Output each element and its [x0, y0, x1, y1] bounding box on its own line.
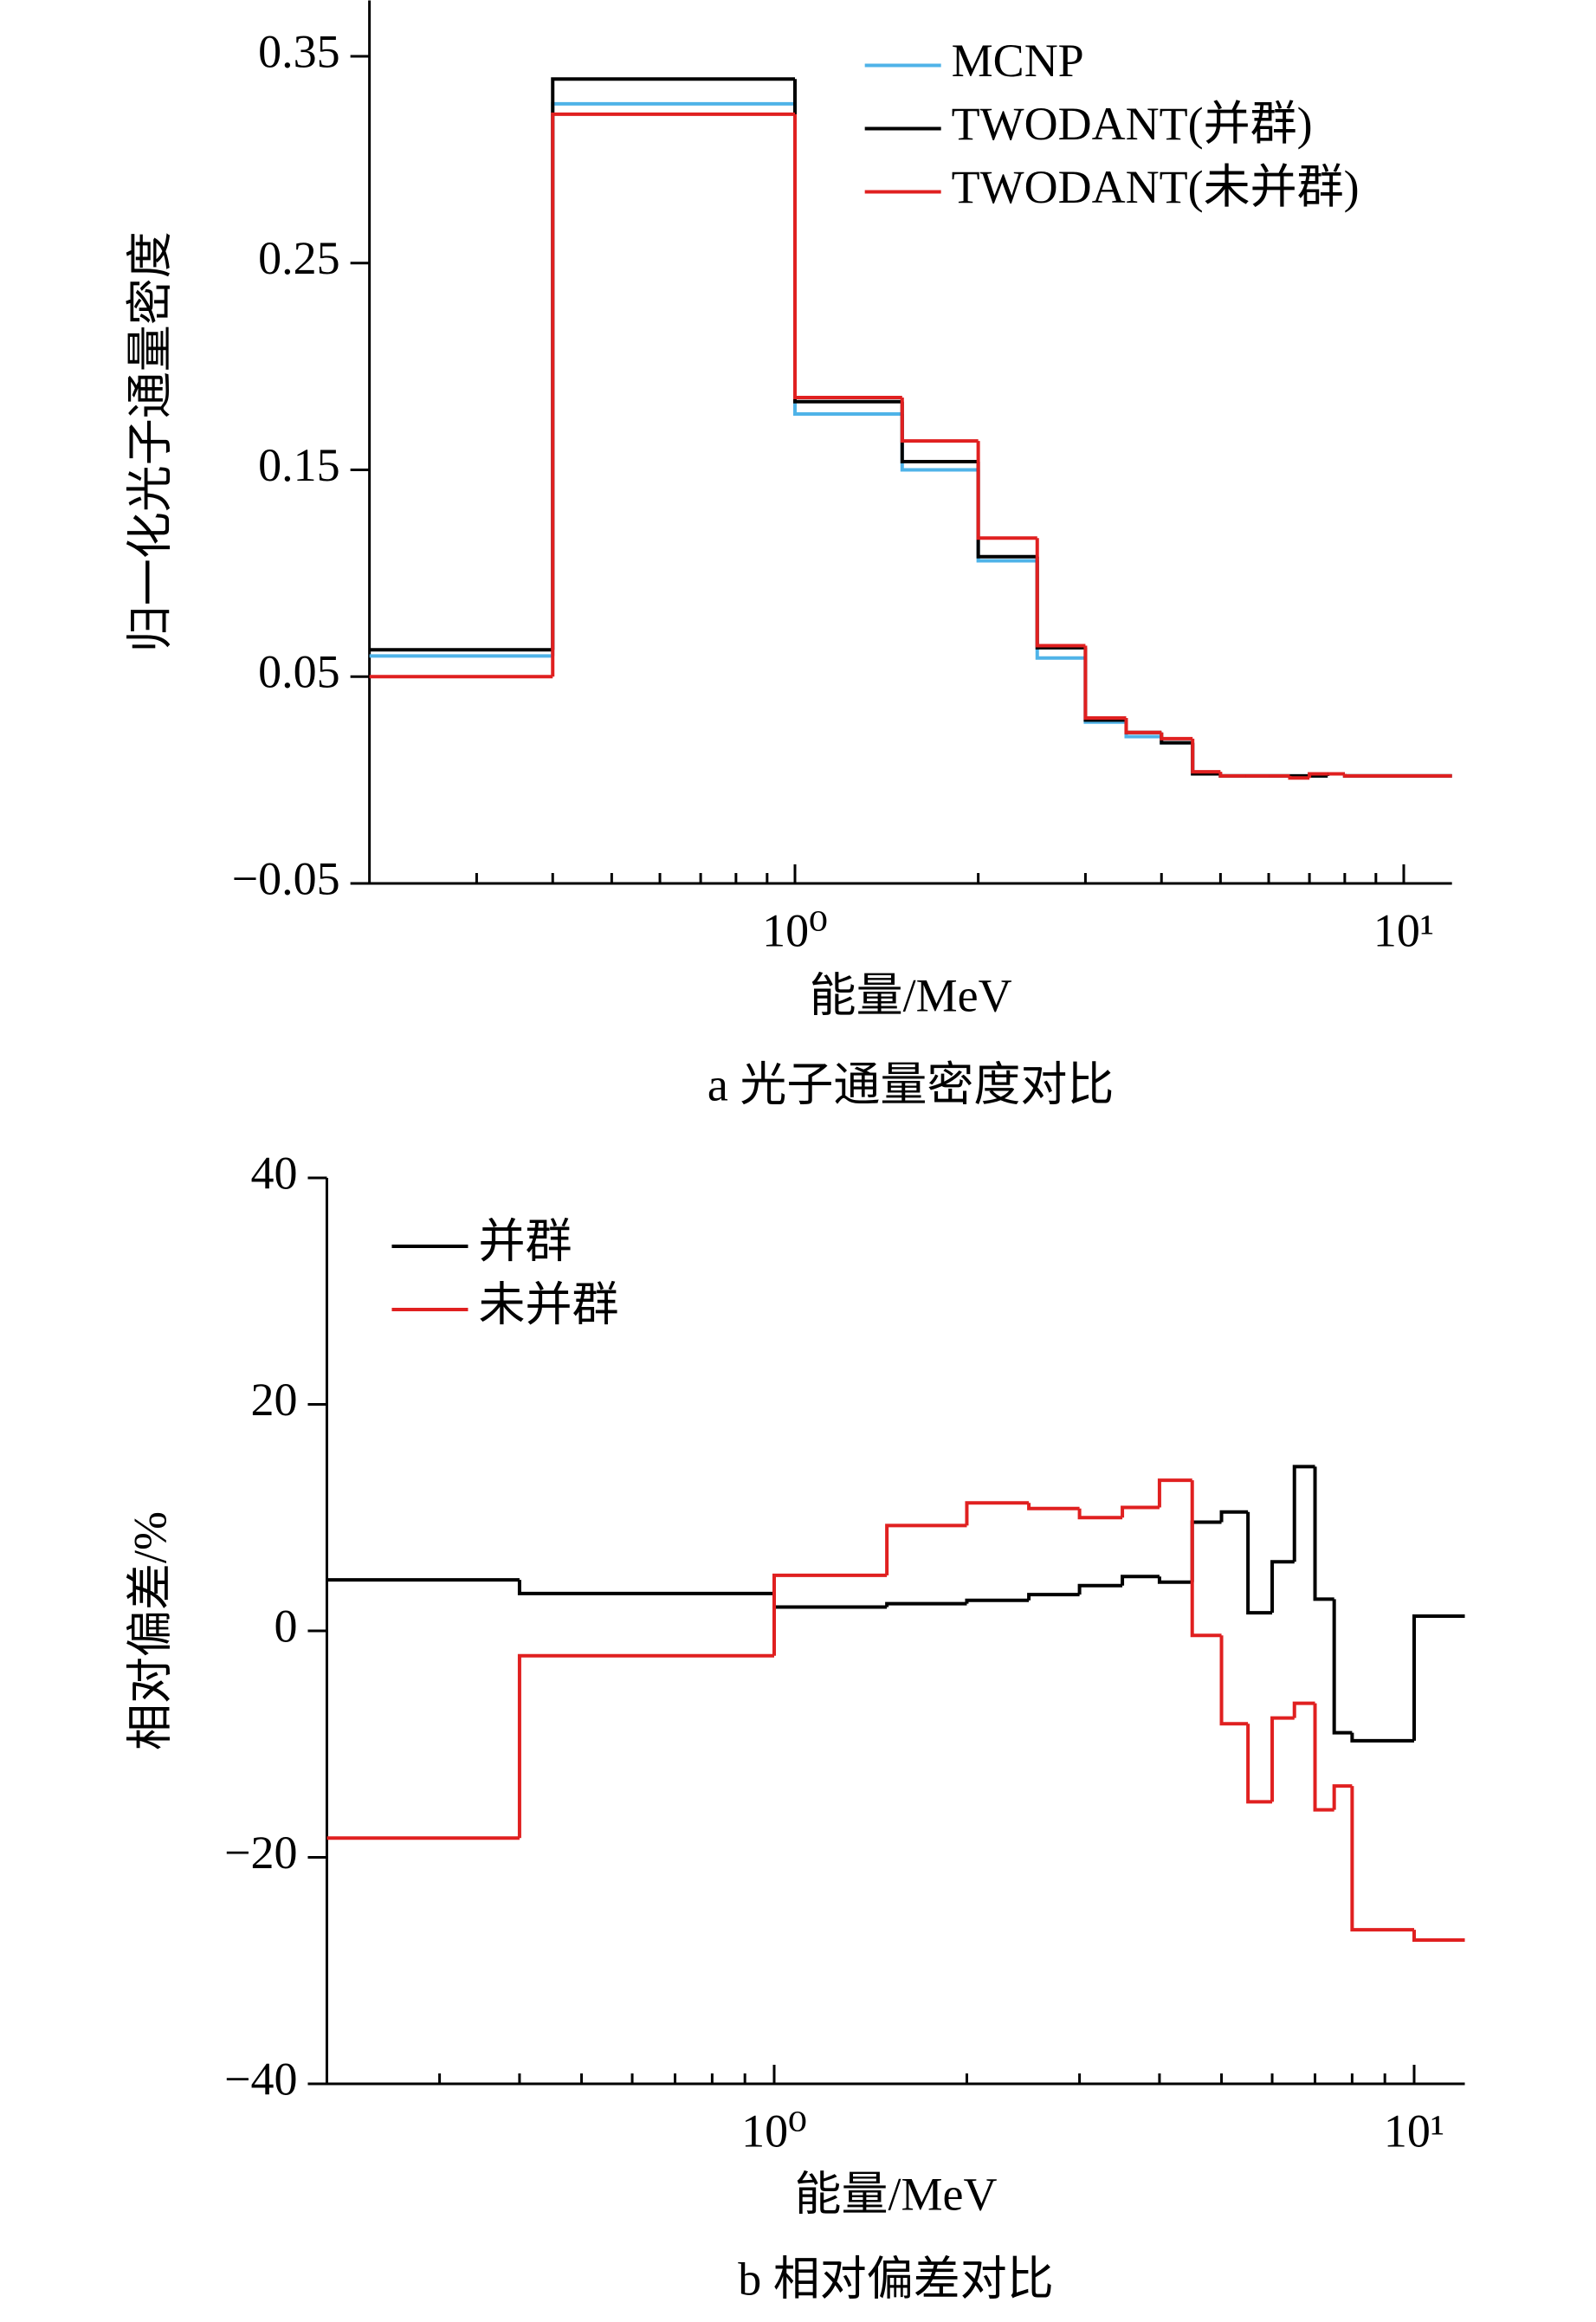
step-segment [1190, 1480, 1222, 1638]
step-segment [1083, 657, 1127, 724]
step-segment [1035, 556, 1086, 650]
x-tick-label: 10⁰ [741, 2105, 807, 2157]
step-segment [900, 397, 979, 443]
step-segment [1292, 1701, 1315, 1718]
step-segment [976, 441, 1037, 540]
y-tick-label: 0 [274, 1600, 297, 1652]
caption: a 光子通量密度对比 [708, 1058, 1114, 1110]
y-tick-label: 0.35 [258, 25, 340, 77]
step-segment [1412, 1930, 1465, 1942]
step-segment [885, 1523, 967, 1575]
y-tick-label: −40 [224, 2053, 297, 2105]
x-axis-label: 能量/MeV [794, 2168, 997, 2220]
step-segment [1313, 1703, 1334, 1812]
step-segment [1190, 1520, 1222, 1582]
legend-label: TWODANT(并群) [952, 98, 1313, 150]
step-segment [1218, 772, 1246, 778]
step-segment [900, 401, 979, 463]
step-segment [1035, 538, 1086, 648]
y-tick-label: −0.05 [232, 852, 340, 904]
step-segment [1191, 742, 1221, 776]
step-segment [1350, 1732, 1414, 1743]
step-segment [1332, 1784, 1353, 1810]
step-segment [793, 103, 902, 417]
y-axis-label: 归一化光子通量密度 [124, 231, 176, 652]
step-segment [1342, 773, 1404, 778]
y-tick-label: −20 [224, 1827, 297, 1879]
y-tick-label: 20 [250, 1374, 297, 1426]
legend-label: MCNP [952, 35, 1084, 87]
step-segment [965, 1598, 1030, 1604]
step-segment [551, 101, 795, 656]
step-segment [551, 112, 795, 677]
step-segment [1412, 1614, 1465, 1741]
step-segment [1077, 1508, 1123, 1520]
y-tick-label: 40 [250, 1147, 297, 1199]
step-segment [1191, 742, 1221, 776]
x-tick-label: 10⁰ [762, 904, 828, 956]
step-segment [517, 1653, 774, 1839]
legend-label: 并群 [478, 1215, 572, 1267]
legend-label: TWODANT(未并群) [952, 161, 1360, 213]
step-segment [1121, 1505, 1160, 1518]
step-segment [1246, 1724, 1273, 1804]
legend-label: 未并群 [478, 1278, 618, 1330]
step-segment [1219, 1635, 1249, 1726]
step-segment [1035, 560, 1086, 660]
step-segment [772, 1573, 888, 1656]
step-segment [1270, 1560, 1295, 1614]
step-segment [1288, 775, 1310, 780]
step-segment [772, 1593, 888, 1609]
step-segment [1308, 772, 1328, 779]
caption: b 相对偏差对比 [738, 2253, 1054, 2305]
step-segment [551, 77, 795, 650]
y-axis-label: 相对偏差/% [124, 1511, 176, 1750]
step-segment [1027, 1593, 1080, 1601]
x-axis-label: 能量/MeV [810, 969, 1012, 1021]
step-segment [1246, 1511, 1273, 1615]
step-segment [885, 1601, 967, 1607]
step-segment [1077, 1583, 1123, 1595]
y-tick-label: 0.25 [258, 232, 340, 284]
step-segment [1083, 645, 1127, 720]
step-segment [1191, 738, 1221, 774]
x-tick-label: 10¹ [1384, 2105, 1444, 2157]
step-segment [1350, 1786, 1414, 1932]
step-segment [1219, 1510, 1249, 1523]
step-segment [1124, 720, 1162, 734]
x-tick-label: 10¹ [1373, 904, 1434, 956]
step-segment [1124, 721, 1162, 739]
step-segment [1332, 1599, 1353, 1735]
step-segment [1124, 718, 1162, 734]
step-segment [965, 1501, 1030, 1526]
step-segment [1292, 1465, 1315, 1562]
step-segment [1083, 647, 1127, 722]
step-segment [1313, 1466, 1334, 1601]
step-segment [1160, 732, 1193, 741]
step-segment [976, 461, 1037, 559]
y-tick-label: 0.05 [258, 646, 340, 698]
step-segment [976, 469, 1037, 563]
y-tick-label: 0.15 [258, 439, 340, 491]
step-segment [793, 113, 902, 399]
step-segment [1157, 1478, 1192, 1508]
step-segment [1157, 1576, 1192, 1584]
step-segment [1270, 1716, 1295, 1802]
step-segment [1121, 1575, 1160, 1586]
step-segment [1027, 1503, 1080, 1510]
step-segment [517, 1580, 774, 1595]
